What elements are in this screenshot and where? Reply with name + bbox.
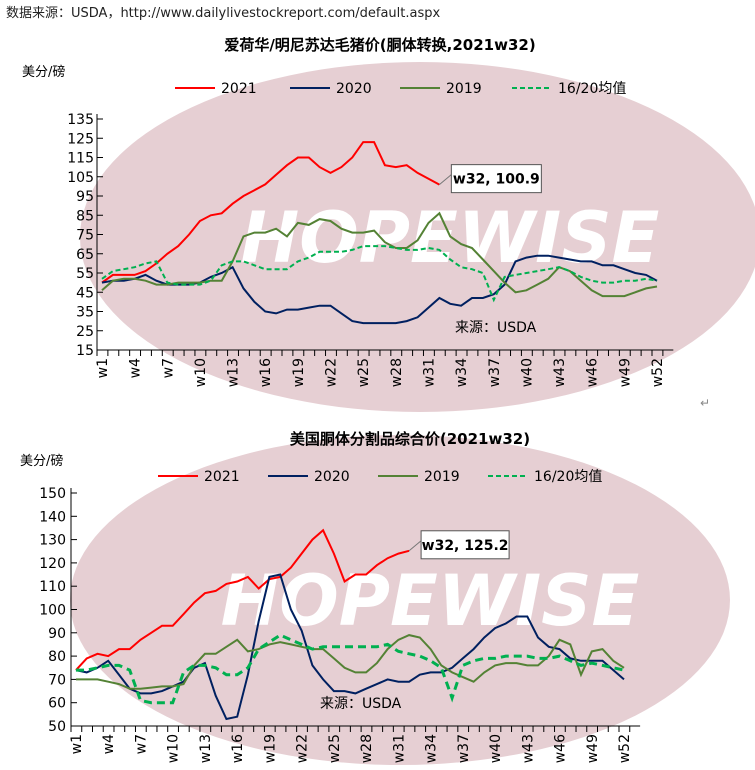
x-tick-label: w46 bbox=[553, 734, 569, 763]
x-tick-label: w46 bbox=[585, 358, 601, 387]
y-tick-label: 110 bbox=[39, 579, 66, 595]
x-tick-label: w7 bbox=[160, 358, 176, 378]
x-tick-label: w43 bbox=[552, 358, 568, 387]
x-tick-label: w19 bbox=[262, 734, 278, 763]
legend-label: 2020 bbox=[314, 469, 350, 485]
x-tick-label: w34 bbox=[454, 358, 470, 387]
x-tick-label: w4 bbox=[128, 358, 144, 378]
y-tick-label: 35 bbox=[76, 305, 94, 321]
chart-title: 美国胴体分割品综合价(2021w32) bbox=[290, 430, 530, 448]
x-tick-label: w4 bbox=[101, 734, 117, 754]
x-tick-label: w40 bbox=[488, 734, 504, 763]
series-line-2020 bbox=[75, 573, 625, 721]
watermark-shape bbox=[70, 435, 730, 765]
x-tick-label: w7 bbox=[133, 734, 149, 754]
y-tick-label: 70 bbox=[48, 672, 66, 688]
y-tick-label: 95 bbox=[76, 189, 94, 205]
y-tick-label: 80 bbox=[48, 649, 66, 665]
y-tick-label: 50 bbox=[48, 719, 66, 735]
x-tick-label: w10 bbox=[193, 358, 209, 387]
x-tick-label: w13 bbox=[198, 734, 214, 763]
watermark-text: HOPEWISE bbox=[221, 560, 640, 642]
x-tick-label: w31 bbox=[391, 734, 407, 763]
y-tick-label: 125 bbox=[67, 131, 94, 147]
y-tick-label: 15 bbox=[76, 343, 94, 359]
legend-label: 16/20均值 bbox=[534, 469, 602, 485]
x-tick-label: w22 bbox=[295, 734, 311, 763]
y-tick-label: 115 bbox=[67, 151, 94, 167]
x-tick-label: w34 bbox=[424, 734, 440, 763]
x-tick-label: w1 bbox=[69, 734, 85, 754]
legend-label: 16/20均值 bbox=[558, 81, 626, 97]
chart-cutout-price: HOPEWISE 美国胴体分割品综合价(2021w32) 美分/磅 2021 2020 2… bbox=[20, 430, 730, 765]
y-axis-label: 美分/磅 bbox=[22, 64, 65, 80]
series-line-2021 bbox=[101, 141, 440, 284]
y-tick-label: 65 bbox=[76, 247, 94, 263]
x-tick-label: w49 bbox=[585, 734, 601, 763]
y-tick-label: 45 bbox=[76, 285, 94, 301]
x-tick-label: w16 bbox=[230, 734, 246, 763]
x-tick-label: w28 bbox=[359, 734, 375, 763]
annotation-text: w32, 125.2 bbox=[422, 538, 509, 554]
legend-label: 2019 bbox=[424, 469, 460, 485]
x-tick-label: w49 bbox=[617, 358, 633, 387]
source-note: 来源：USDA bbox=[455, 320, 537, 336]
legend-label: 2019 bbox=[446, 81, 482, 97]
x-tick-label: w52 bbox=[617, 734, 633, 763]
series-line-16/20均值 bbox=[101, 245, 658, 303]
x-tick-label: w25 bbox=[327, 734, 343, 763]
series-line-16/20均值 bbox=[76, 633, 625, 705]
x-tick-label: w40 bbox=[519, 358, 535, 387]
annotation-box bbox=[450, 164, 542, 194]
y-tick-label: 90 bbox=[48, 626, 66, 642]
y-axis-label: 美分/磅 bbox=[20, 453, 63, 469]
annotation-box bbox=[420, 530, 510, 560]
y-tick-label: 140 bbox=[39, 509, 66, 525]
x-tick-label: w52 bbox=[650, 358, 666, 387]
series-line-2019 bbox=[76, 634, 625, 690]
x-tick-label: w1 bbox=[95, 358, 111, 378]
source-line: 数据来源：USDA，http://www.dailylivestockrepor… bbox=[6, 6, 441, 21]
x-tick-label: w22 bbox=[324, 358, 340, 387]
x-tick-label: w37 bbox=[487, 358, 503, 387]
series-line-2021 bbox=[75, 528, 410, 671]
annotation-leader bbox=[439, 174, 452, 186]
y-tick-label: 120 bbox=[39, 556, 66, 572]
x-tick-label: w13 bbox=[226, 358, 242, 387]
watermark-shape bbox=[80, 62, 755, 412]
y-tick-label: 100 bbox=[39, 603, 66, 619]
x-tick-label: w10 bbox=[166, 734, 182, 763]
x-tick-label: w43 bbox=[520, 734, 536, 763]
annotation-leader bbox=[408, 540, 422, 552]
y-tick-label: 25 bbox=[76, 324, 94, 340]
x-tick-label: w16 bbox=[258, 358, 274, 387]
x-tick-label: w25 bbox=[356, 358, 372, 387]
annotation-text: w32, 100.9 bbox=[453, 172, 540, 188]
chart-hog-price: HOPEWISE 爱荷华/明尼苏达毛猪价(胴体转换,2021w32) 美分/磅 202… bbox=[22, 36, 755, 412]
chart-title: 爱荷华/明尼苏达毛猪价(胴体转换,2021w32) bbox=[224, 36, 535, 54]
y-tick-label: 55 bbox=[76, 266, 94, 282]
legend-label: 2021 bbox=[204, 469, 240, 485]
y-tick-label: 130 bbox=[39, 533, 66, 549]
y-tick-label: 135 bbox=[67, 112, 94, 128]
y-tick-label: 85 bbox=[76, 208, 94, 224]
legend-label: 2020 bbox=[336, 81, 372, 97]
source-note: 来源：USDA bbox=[320, 696, 402, 712]
x-tick-label: w19 bbox=[291, 358, 307, 387]
x-tick-label: w37 bbox=[456, 734, 472, 763]
paragraph-mark: ↵ bbox=[700, 396, 711, 410]
y-tick-label: 60 bbox=[48, 696, 66, 712]
y-tick-label: 150 bbox=[39, 486, 66, 502]
legend-label: 2021 bbox=[221, 81, 257, 97]
x-tick-label: w28 bbox=[389, 358, 405, 387]
y-tick-label: 75 bbox=[76, 228, 94, 244]
x-tick-label: w31 bbox=[421, 358, 437, 387]
y-tick-label: 105 bbox=[67, 170, 94, 186]
watermark-text: HOPEWISE bbox=[241, 197, 660, 279]
